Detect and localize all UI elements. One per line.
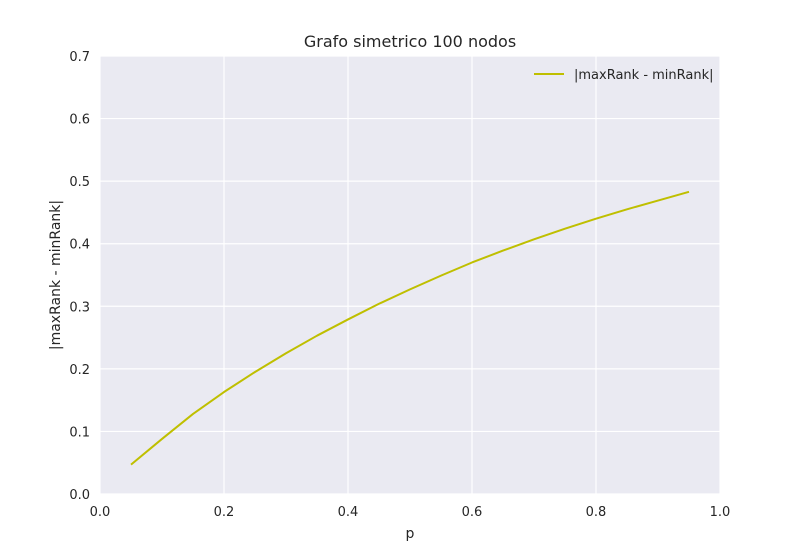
y-tick-label: 0.1 [69,425,90,440]
y-tick-label: 0.3 [69,300,90,315]
series-layer [130,190,690,466]
y-tick-label: 0.7 [69,50,90,65]
x-tick-label: 0.0 [90,505,111,520]
y-tick-label: 0.4 [69,238,90,253]
x-tick-labels: 0.0 0.2 0.4 0.6 0.8 1.0 [90,505,731,520]
y-tick-label: 0.5 [69,175,90,190]
grid-lines [99,55,721,495]
y-tick-labels: 0.0 0.1 0.2 0.3 0.4 0.5 0.6 0.7 [69,50,90,503]
legend: |maxRank - minRank| [534,68,714,83]
x-tick-label: 0.8 [586,505,607,520]
x-tick-label: 0.4 [338,505,359,520]
y-tick-label: 0.0 [69,488,90,503]
x-tick-label: 0.2 [214,505,235,520]
y-tick-label: 0.2 [69,363,90,378]
x-axis-label: p [406,526,415,542]
y-tick-label: 0.6 [69,113,90,128]
x-tick-label: 0.6 [462,505,483,520]
legend-label: |maxRank - minRank| [574,68,714,83]
y-axis-label: |maxRank - minRank| [48,200,64,350]
x-tick-label: 1.0 [710,505,731,520]
chart-title: Grafo simetrico 100 nodos [304,32,516,51]
plot-area [100,56,720,494]
series-line [130,190,690,466]
